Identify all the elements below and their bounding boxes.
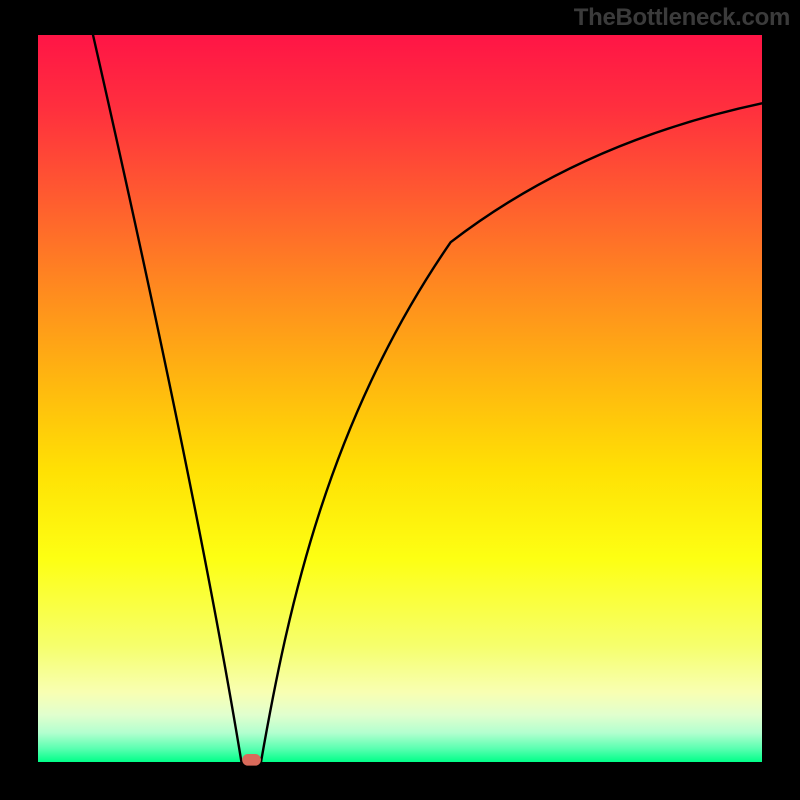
plot-gradient-background — [38, 35, 762, 762]
watermark-text: TheBottleneck.com — [574, 4, 790, 32]
valley-marker — [242, 754, 261, 766]
chart-container: { "watermark": { "text": "TheBottleneck.… — [0, 0, 800, 800]
bottleneck-chart — [0, 0, 800, 800]
